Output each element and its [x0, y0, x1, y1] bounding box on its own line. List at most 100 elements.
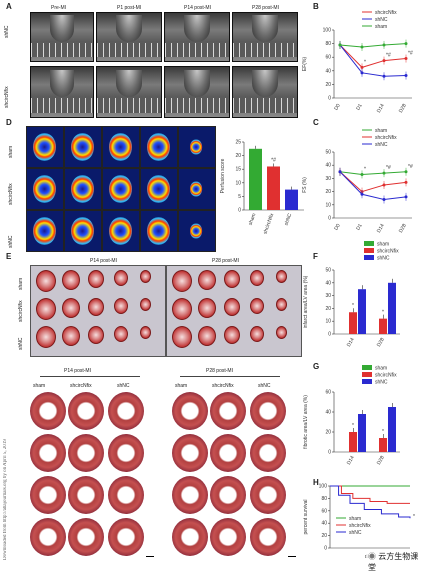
- masson-section: [108, 518, 144, 556]
- ttc-heart-slice: [62, 326, 80, 346]
- significance-mark: *#: [386, 165, 391, 171]
- echo-image: [232, 66, 298, 118]
- ttc-heart-slice: [198, 298, 216, 318]
- bar: [249, 148, 262, 210]
- legend-swatch: [362, 372, 372, 377]
- bar: [349, 312, 357, 334]
- y-tick-label: 40: [325, 68, 331, 74]
- ttc-heart-slice: [250, 298, 264, 314]
- legend-swatch: [364, 255, 374, 260]
- y-tick-label: 30: [325, 176, 331, 182]
- y-axis-label: FS (%): [302, 177, 308, 193]
- legend-label: shcircNfix: [375, 10, 397, 16]
- panel-e-row-label: shNC: [18, 337, 24, 350]
- significance-mark: *: [352, 423, 354, 429]
- data-point: [382, 43, 386, 47]
- masson-section: [68, 518, 104, 556]
- ttc-heart-slice: [276, 298, 287, 311]
- bar: [388, 407, 396, 452]
- y-tick-label: 0: [328, 450, 331, 456]
- y-tick-label: 40: [325, 280, 331, 286]
- panel-e-row-label: sham: [18, 277, 24, 290]
- bar: [349, 432, 357, 452]
- y-tick-label: 100: [323, 28, 332, 34]
- panel-a-row-label: shNC: [4, 25, 10, 38]
- scale-bar: [288, 556, 296, 557]
- perfusion-image: [178, 210, 216, 252]
- data-point: [404, 42, 408, 46]
- legend-label: shcircNfix: [375, 373, 397, 379]
- masson-section: [172, 518, 208, 556]
- bar: [388, 282, 396, 334]
- y-tick-label: 20: [325, 306, 331, 312]
- masson-section: [210, 392, 246, 430]
- ttc-heart-slice: [62, 270, 80, 290]
- panel-c-chart: 0 10 20 30 40 50 D0 D1 D14 D28 FS (%) shamshcircNfi…: [302, 128, 413, 234]
- y-tick-label: 10: [325, 202, 331, 208]
- significance-mark: *: [382, 310, 384, 316]
- ttc-heart-slice: [172, 298, 192, 320]
- y-tick-label: 20: [325, 189, 331, 195]
- ttc-heart-slice: [36, 270, 56, 292]
- perfusion-image: [64, 168, 102, 210]
- ttc-heart-slice: [250, 326, 264, 342]
- data-point: [382, 74, 386, 78]
- y-tick-label: 60: [325, 55, 331, 61]
- bar: [358, 414, 366, 452]
- y-tick-label: 60: [325, 390, 331, 396]
- x-tick-label: D1: [355, 223, 364, 232]
- legend-label: shNC: [375, 142, 388, 148]
- significance-mark: *: [364, 166, 366, 172]
- series-line: [339, 44, 407, 68]
- panel-a-letter: A: [6, 2, 12, 11]
- y-tick-label: 50: [325, 268, 331, 274]
- significance-mark: *: [413, 514, 415, 520]
- masson-section: [172, 392, 208, 430]
- y-tick-label: 40: [325, 410, 331, 416]
- masson-section: [30, 476, 66, 514]
- y-tick-label: 20: [321, 533, 327, 539]
- y-tick-label: 5: [238, 194, 241, 200]
- ttc-heart-slice: [250, 270, 264, 286]
- panel-d-row-label: shcircNfix: [8, 183, 14, 205]
- data-point: [338, 43, 342, 47]
- y-tick-label: 100: [319, 484, 328, 490]
- ttc-heart-slice: [224, 326, 240, 344]
- masson-section: [210, 434, 246, 472]
- x-tick-label: D14: [376, 223, 386, 234]
- legend-label: shNC: [375, 380, 388, 386]
- x-tick-label: D28: [398, 103, 408, 114]
- panel-a-col-title: P1 post-MI: [117, 5, 142, 11]
- histology-title-rule: [40, 376, 140, 377]
- ttc-heart-slice: [276, 270, 287, 283]
- echo-image: [96, 12, 162, 62]
- panel-g-letter: G: [313, 362, 320, 371]
- panel-a-col-title: P14 post-MI: [184, 5, 211, 11]
- wechat-badge: ◉ 云方生物课堂: [366, 550, 424, 574]
- masson-section: [250, 518, 286, 556]
- x-tick-label: D28: [398, 223, 408, 234]
- y-tick-label: 25: [235, 140, 241, 146]
- y-tick-label: 20: [235, 153, 241, 159]
- x-tick-label: sham: [248, 213, 258, 227]
- panel-a-col-title: P28 post-MI: [252, 5, 279, 11]
- histology-col-label: shNC: [117, 383, 130, 389]
- histology-col-label: shNC: [258, 383, 271, 389]
- scale-bar: [146, 556, 154, 557]
- ttc-heart-slice: [140, 298, 151, 311]
- panel-b-chart: 0 20 40 60 80 100 D0 D1 D14 D28 EF(%) shcircNfixshN…: [302, 10, 413, 114]
- panel-d-row-label: sham: [8, 145, 14, 158]
- panel-h-letter: H: [313, 478, 319, 487]
- masson-section: [108, 434, 144, 472]
- legend-label: shNC: [375, 17, 388, 23]
- perfusion-image: [26, 126, 64, 168]
- echo-image: [232, 12, 298, 62]
- data-point: [382, 59, 386, 63]
- data-point: [360, 45, 364, 49]
- series-line: [339, 44, 407, 77]
- masson-section: [68, 476, 104, 514]
- bar: [285, 189, 298, 210]
- x-tick-label: D14: [346, 455, 356, 466]
- x-tick-label: D1: [355, 103, 364, 112]
- ttc-heart-slice: [114, 326, 128, 342]
